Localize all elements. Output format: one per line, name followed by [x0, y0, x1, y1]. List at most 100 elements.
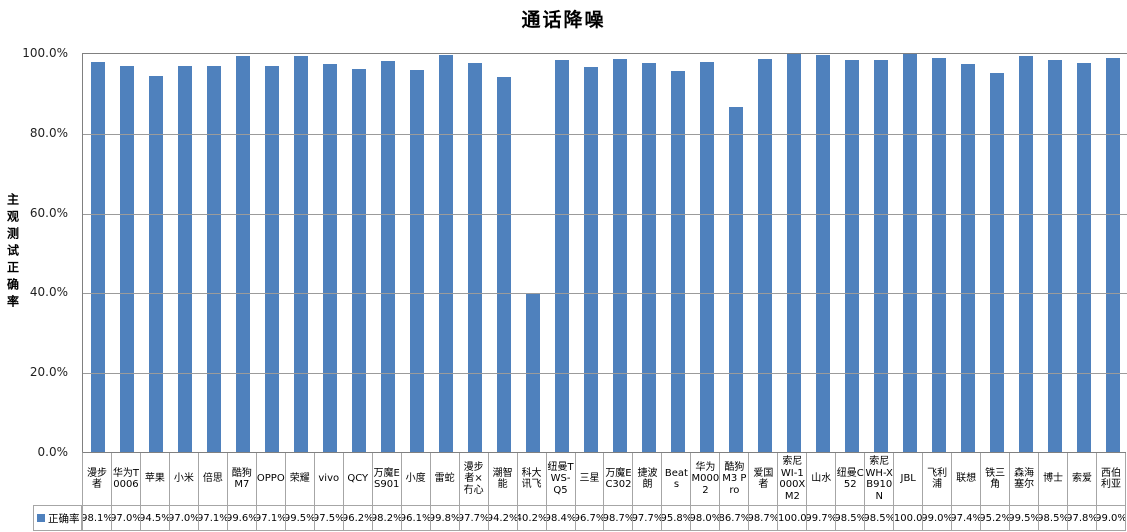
bar	[496, 77, 511, 453]
legend-cell: 正确率	[33, 505, 82, 531]
category-cell: JBL	[894, 453, 924, 506]
value-cell: 97.5%	[314, 506, 344, 531]
bar	[293, 56, 308, 453]
legend-label: 正确率	[48, 512, 80, 525]
bar	[177, 65, 192, 453]
value-cell: 96.1%	[401, 506, 431, 531]
value-cell: 40.2%	[517, 506, 547, 531]
value-cell: 97.1%	[256, 506, 286, 531]
category-cell: 三星	[575, 453, 605, 506]
bar-column	[402, 54, 431, 453]
category-cell: 万魔ES901	[372, 453, 402, 506]
bar-column	[779, 54, 808, 453]
category-cell: 铁三角	[981, 453, 1011, 506]
bar	[554, 60, 569, 453]
y-axis-title: 主观测试正确率	[5, 193, 20, 312]
bar	[583, 67, 598, 453]
value-cell: 97.8%	[1068, 506, 1098, 531]
category-cell: 山水	[807, 453, 837, 506]
y-axis-tick-label: 80.0%	[29, 125, 68, 140]
value-cell: 95.2%	[981, 506, 1011, 531]
value-cell: 97.7%	[633, 506, 663, 531]
value-cell: 99.6%	[227, 506, 257, 531]
bar	[612, 59, 627, 453]
bar	[119, 65, 134, 453]
category-cell: 索尼WI-1000XM2	[778, 453, 808, 506]
bar	[757, 59, 772, 453]
value-cell: 100.0	[778, 506, 808, 531]
bar	[728, 107, 743, 453]
category-cell: vivo	[314, 453, 344, 506]
category-cell: OPPO	[256, 453, 286, 506]
bar	[1076, 62, 1091, 453]
y-axis-tick-label: 60.0%	[29, 205, 68, 220]
bar-column	[373, 54, 402, 453]
value-cell: 97.1%	[198, 506, 228, 531]
category-cell: 纽曼TWS-Q5	[546, 453, 576, 506]
value-cell: 94.5%	[140, 506, 170, 531]
bar	[1047, 60, 1062, 453]
value-cell: 99.5%	[285, 506, 315, 531]
category-cell: 联想	[952, 453, 982, 506]
value-cell: 98.5%	[836, 506, 866, 531]
bar	[351, 69, 366, 453]
category-cell: 索尼WH-XB910N	[865, 453, 895, 506]
bar	[815, 55, 830, 453]
bar	[989, 73, 1004, 453]
category-cell: 潮智能	[488, 453, 518, 506]
bar-column	[286, 54, 315, 453]
category-cell: Beats	[662, 453, 692, 506]
value-cell: 98.0%	[691, 506, 721, 531]
bar-column	[228, 54, 257, 453]
bar-column	[663, 54, 692, 453]
bar-column	[837, 54, 866, 453]
value-cell: 100.0	[894, 506, 924, 531]
category-cell: 小度	[401, 453, 431, 506]
bar-column	[1098, 54, 1127, 453]
bar	[902, 54, 917, 453]
bar	[960, 64, 975, 453]
bar-column	[83, 54, 112, 453]
value-cell: 86.7%	[720, 506, 750, 531]
gridline	[83, 373, 1127, 375]
bar	[380, 61, 395, 453]
bar-column	[605, 54, 634, 453]
bar-column	[634, 54, 663, 453]
value-cell: 99.0%	[1097, 506, 1126, 531]
value-cell: 99.0%	[923, 506, 953, 531]
value-cell: 98.1%	[83, 506, 112, 531]
value-cell: 97.0%	[169, 506, 199, 531]
category-cell: 雷蛇	[430, 453, 460, 506]
category-cell: 酷狗M7	[227, 453, 257, 506]
category-cell: 森海塞尔	[1010, 453, 1040, 506]
legend-marker-icon	[37, 514, 45, 522]
bar	[322, 63, 337, 453]
category-cell: 漫步者×冇心	[459, 453, 489, 506]
bar-column	[489, 54, 518, 453]
gridline	[83, 213, 1127, 215]
bar-column	[199, 54, 228, 453]
value-cell: 98.7%	[749, 506, 779, 531]
bar-column	[1011, 54, 1040, 453]
category-cell: 爱国者	[749, 453, 779, 506]
plot-area	[82, 53, 1127, 453]
value-cell: 95.8%	[662, 506, 692, 531]
value-cell: 98.7%	[604, 506, 634, 531]
bar-column	[460, 54, 489, 453]
bars-layer	[83, 54, 1127, 453]
category-cell: 华为T0006	[111, 453, 141, 506]
category-cell: 华为M0002	[691, 453, 721, 506]
gridline	[83, 133, 1127, 135]
bar-column	[431, 54, 460, 453]
bar-column	[895, 54, 924, 453]
bar	[409, 69, 424, 453]
category-cell: 博士	[1039, 453, 1069, 506]
bar	[844, 60, 859, 453]
bar-column	[750, 54, 779, 453]
bar	[525, 292, 540, 453]
value-cell: 97.0%	[111, 506, 141, 531]
category-cell: 飞利浦	[923, 453, 953, 506]
bar	[641, 63, 656, 453]
value-cell: 97.4%	[952, 506, 982, 531]
bar	[931, 58, 946, 453]
